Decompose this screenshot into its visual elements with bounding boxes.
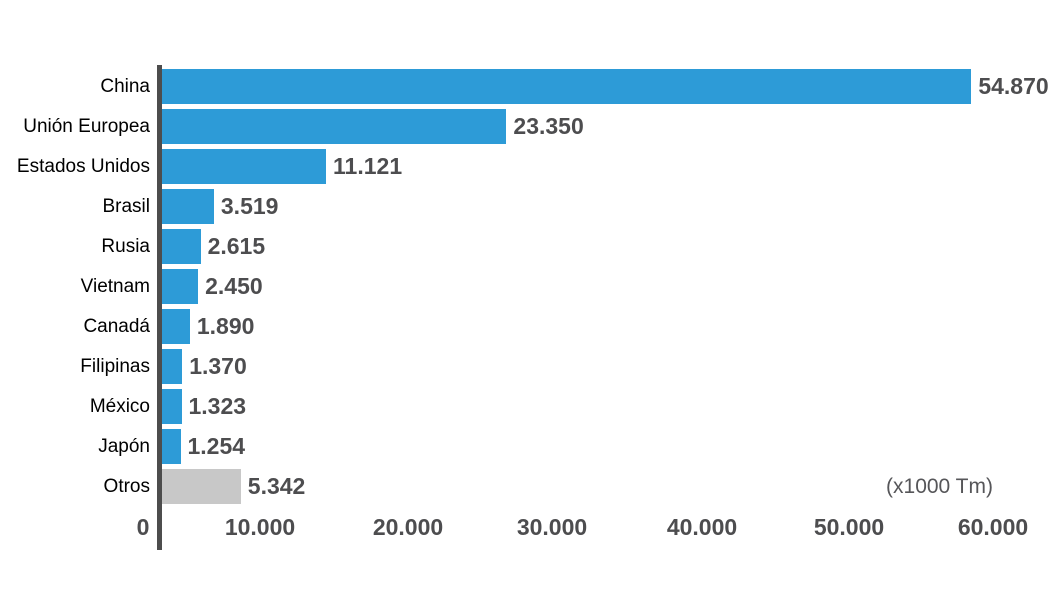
bar [162, 149, 326, 184]
x-tick-label: 40.000 [666, 514, 738, 540]
value-label: 2.450 [205, 273, 263, 299]
x-tick-label: 30.000 [516, 514, 588, 540]
category-label: Vietnam [80, 276, 150, 297]
bar [162, 189, 214, 224]
value-label: 5.342 [247, 473, 306, 499]
category-label: Estados Unidos [16, 156, 150, 177]
category-label: Filipinas [80, 356, 150, 377]
x-tick-label: 60.000 [957, 514, 1029, 540]
value-label: 1.254 [187, 433, 246, 459]
category-label: Rusia [101, 236, 150, 257]
bar [162, 269, 199, 304]
value-label: 2.615 [207, 233, 266, 259]
x-tick-label: 10.000 [224, 514, 296, 540]
value-label: 23.350 [513, 113, 584, 139]
y-axis-line [157, 65, 162, 550]
value-label: 1.890 [196, 313, 255, 339]
bar [162, 309, 190, 344]
value-label: 54.870 [978, 73, 1049, 99]
bar [162, 69, 972, 104]
category-label: Brasil [102, 196, 150, 217]
value-label: 1.323 [188, 393, 247, 419]
bar [162, 389, 182, 424]
category-label: China [100, 76, 150, 97]
bar [162, 469, 241, 504]
bar [162, 349, 183, 384]
category-label: Japón [98, 436, 150, 457]
category-label: México [89, 396, 150, 417]
value-label: 1.370 [189, 353, 247, 379]
value-label: 11.121 [333, 153, 403, 179]
x-tick-label: 50.000 [813, 514, 885, 540]
bar [162, 229, 201, 264]
bar [162, 109, 507, 144]
unit-annotation: (x1000 Tm) [886, 475, 993, 498]
x-tick-label: 0 [136, 514, 150, 540]
x-tick-label: 20.000 [372, 514, 444, 540]
category-label: Otros [103, 476, 150, 497]
category-label: Unión Europea [23, 116, 150, 137]
bar [162, 429, 181, 464]
value-label: 3.519 [220, 193, 279, 219]
category-label: Canadá [83, 316, 150, 337]
